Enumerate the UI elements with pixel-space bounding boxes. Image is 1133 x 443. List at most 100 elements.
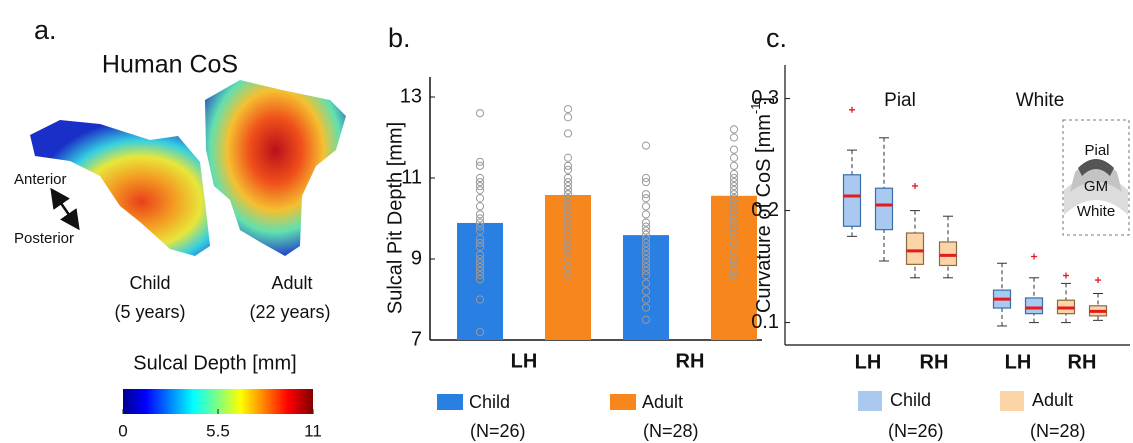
data-point bbox=[729, 190, 739, 199]
data-point bbox=[475, 295, 485, 304]
panel-letter: c. bbox=[766, 23, 787, 53]
data-point bbox=[641, 271, 651, 280]
legend-swatch bbox=[1000, 391, 1024, 411]
data-point bbox=[729, 198, 739, 207]
data-point bbox=[475, 238, 485, 247]
data-point bbox=[475, 194, 485, 203]
y-axis-title: Curvature of CoS [mm-1] bbox=[748, 97, 775, 313]
outlier bbox=[912, 182, 918, 189]
data-point bbox=[729, 153, 739, 162]
x-tick-label: LH bbox=[855, 351, 882, 373]
data-point bbox=[563, 214, 573, 223]
box bbox=[938, 241, 958, 267]
legend-label: Adult bbox=[642, 392, 683, 412]
data-point bbox=[563, 234, 573, 243]
data-point bbox=[475, 263, 485, 272]
data-point bbox=[475, 234, 485, 243]
data-point bbox=[563, 206, 573, 215]
data-point bbox=[475, 173, 485, 183]
data-point bbox=[641, 218, 651, 227]
colorbar-tick-label: 5.5 bbox=[206, 421, 230, 440]
data-point bbox=[475, 182, 485, 191]
data-point bbox=[475, 258, 485, 268]
y-tick-label: 7 bbox=[411, 328, 422, 350]
outlier bbox=[1095, 277, 1101, 284]
data-point bbox=[563, 254, 573, 264]
data-point bbox=[563, 263, 573, 272]
box bbox=[842, 174, 862, 227]
data-point bbox=[729, 222, 739, 231]
data-point bbox=[563, 113, 573, 122]
data-point bbox=[729, 182, 739, 191]
data-point bbox=[729, 133, 739, 142]
data-point bbox=[641, 279, 651, 288]
data-point bbox=[475, 214, 485, 223]
data-point bbox=[563, 129, 573, 138]
data-point bbox=[641, 246, 651, 255]
data-point bbox=[729, 145, 739, 154]
data-point bbox=[641, 267, 651, 276]
data-point bbox=[563, 202, 573, 211]
direction-arrow bbox=[50, 187, 80, 231]
data-point bbox=[475, 186, 485, 195]
legend-sample: (N=26) bbox=[470, 421, 526, 441]
chart-b: b. Sulcal Pit Depth [mm]7 9 11 13 LH RH Child (N… bbox=[384, 23, 762, 441]
data-point bbox=[475, 226, 485, 235]
data-point bbox=[729, 271, 739, 280]
data-point bbox=[641, 254, 651, 264]
data-point bbox=[563, 186, 573, 195]
inset-label: Pial bbox=[1084, 142, 1109, 159]
brain-sublabel: (22 years) bbox=[249, 302, 330, 322]
data-point bbox=[641, 210, 651, 219]
data-point bbox=[641, 295, 651, 304]
y-tick-label: 0.2 bbox=[751, 199, 779, 221]
legend-swatch bbox=[610, 394, 636, 410]
data-point bbox=[641, 234, 651, 243]
data-point bbox=[563, 246, 573, 255]
outlier bbox=[1031, 253, 1037, 260]
data-point bbox=[729, 169, 739, 179]
data-point bbox=[729, 173, 739, 183]
brain-label: Child bbox=[129, 273, 170, 293]
data-point bbox=[563, 177, 573, 187]
data-point bbox=[563, 271, 573, 280]
legend-label: Child bbox=[890, 390, 931, 410]
data-point bbox=[729, 254, 739, 264]
legend-label: Child bbox=[469, 392, 510, 412]
data-point bbox=[475, 109, 485, 118]
legend-sample: (N=28) bbox=[643, 421, 699, 441]
x-tick-label: RH bbox=[1068, 351, 1097, 373]
chart-c: c.Curvature of CoS [mm-1]0.10.20.3 Pial Wh… bbox=[748, 23, 1130, 441]
legend-swatch bbox=[858, 391, 882, 411]
data-point bbox=[729, 214, 739, 223]
data-point bbox=[563, 198, 573, 207]
data-point bbox=[641, 222, 651, 231]
data-point bbox=[475, 177, 485, 187]
data-point bbox=[563, 210, 573, 219]
data-point bbox=[729, 125, 739, 134]
data-point bbox=[475, 218, 485, 227]
data-point bbox=[729, 161, 739, 170]
inset-pial bbox=[1078, 159, 1114, 176]
data-point bbox=[641, 250, 651, 260]
data-point bbox=[641, 258, 651, 268]
direction-label: Anterior bbox=[14, 171, 67, 188]
data-point bbox=[641, 263, 651, 272]
inset-label: White bbox=[1077, 203, 1115, 220]
data-point bbox=[641, 226, 651, 235]
data-point bbox=[729, 246, 739, 255]
data-point bbox=[563, 218, 573, 227]
y-tick-label: 11 bbox=[401, 166, 422, 188]
legend-label: Adult bbox=[1032, 390, 1073, 410]
data-point bbox=[475, 157, 485, 166]
group-label: Pial bbox=[884, 90, 916, 111]
data-point bbox=[563, 161, 573, 170]
y-axis-title-text: Curvature of CoS [mm bbox=[753, 114, 775, 313]
data-point bbox=[641, 173, 651, 183]
data-point bbox=[729, 194, 739, 203]
y-tick-label: 13 bbox=[400, 85, 422, 107]
direction-label: Posterior bbox=[14, 230, 74, 247]
data-point bbox=[475, 327, 485, 336]
data-point bbox=[563, 226, 573, 235]
bar bbox=[457, 222, 503, 340]
